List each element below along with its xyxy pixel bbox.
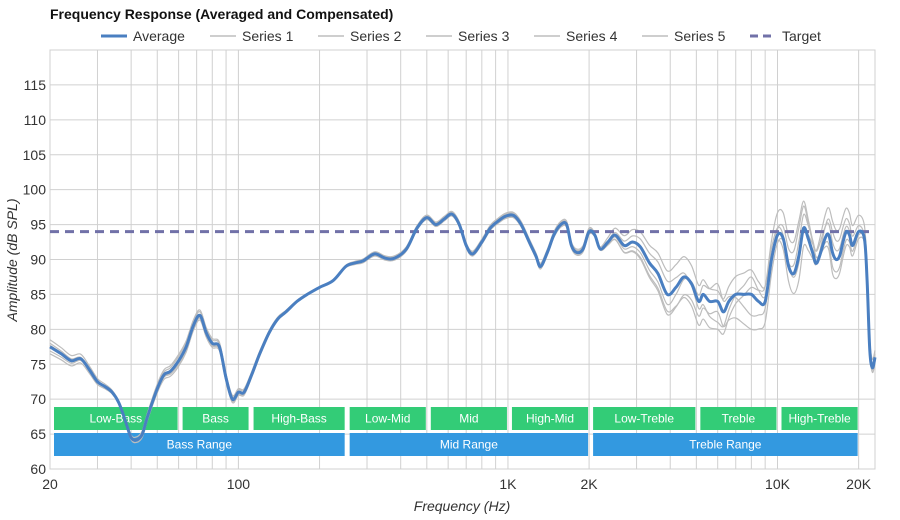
band-label: Mid xyxy=(459,412,478,426)
legend-label: Series 2 xyxy=(350,28,402,44)
legend-label: Target xyxy=(782,28,821,44)
band-label: Mid Range xyxy=(440,438,498,452)
band-label: Low-Treble xyxy=(614,412,674,426)
band-bass xyxy=(182,407,249,430)
y-tick-label: 100 xyxy=(23,182,47,198)
band-mid-range xyxy=(349,433,589,456)
band-label: Treble xyxy=(722,412,756,426)
legend-item-target: Target xyxy=(750,28,821,44)
frequency-bands: Low-Bass Bass High-Bass Low-Mid Mid High-Mid L… xyxy=(54,407,858,456)
band-label: High-Treble xyxy=(788,412,851,426)
legend-label: Series 5 xyxy=(674,28,726,44)
legend-label: Series 4 xyxy=(566,28,618,44)
legend-item-series-2: Series 2 xyxy=(318,28,402,44)
average-curve xyxy=(49,212,877,442)
legend-item-series-3: Series 3 xyxy=(426,28,510,44)
x-tick-label: 100 xyxy=(227,476,251,492)
plot-border xyxy=(49,49,876,470)
legend-label: Series 1 xyxy=(242,28,294,44)
x-tick-label: 10K xyxy=(765,476,791,492)
band-label: High-Mid xyxy=(526,412,574,426)
band-label: Low-Mid xyxy=(365,412,410,426)
y-tick-label: 70 xyxy=(30,391,46,407)
y-tick-label: 60 xyxy=(30,461,46,477)
y-tick-label: 95 xyxy=(30,217,46,233)
y-tick-label: 90 xyxy=(30,252,46,268)
band-high-bass xyxy=(253,407,345,430)
band-label: Bass xyxy=(202,412,229,426)
x-tick-label: 20K xyxy=(846,476,872,492)
legend-item-series-1: Series 1 xyxy=(210,28,294,44)
x-tick-label: 20 xyxy=(42,476,58,492)
chart-title: Frequency Response (Averaged and Compens… xyxy=(50,6,393,22)
band-mid xyxy=(430,407,507,430)
band-label: Low-Bass xyxy=(89,412,142,426)
legend-label: Series 3 xyxy=(458,28,510,44)
y-axis-title: Amplitude (dB SPL) xyxy=(4,199,20,323)
band-low-mid xyxy=(349,407,426,430)
y-tick-label: 105 xyxy=(23,147,47,163)
band-high-mid xyxy=(511,407,589,430)
band-low-treble xyxy=(593,407,696,430)
legend-item-series-5: Series 5 xyxy=(642,28,726,44)
average-line xyxy=(49,212,877,442)
band-label: Treble Range xyxy=(689,438,762,452)
y-tick-label: 115 xyxy=(24,77,47,93)
x-tick-label: 1K xyxy=(499,476,517,492)
y-tick-label: 65 xyxy=(30,426,46,442)
y-tick-label: 80 xyxy=(30,321,46,337)
band-bass-range xyxy=(54,433,345,456)
y-tick-label: 75 xyxy=(30,356,46,372)
x-tick-label: 2K xyxy=(581,476,599,492)
x-axis-title: Frequency (Hz) xyxy=(414,498,510,514)
band-treble-range xyxy=(593,433,858,456)
legend: Average Series 1 Series 2 Series 3 Series 4 S… xyxy=(101,28,821,44)
legend-item-average: Average xyxy=(101,28,185,44)
y-axis-ticks: 60 65 70 75 80 85 90 95 100 105 110 115 xyxy=(23,77,47,477)
band-label: Bass Range xyxy=(167,438,233,452)
legend-item-series-4: Series 4 xyxy=(534,28,618,44)
y-tick-label: 110 xyxy=(24,112,47,128)
band-high-treble xyxy=(781,407,858,430)
x-axis-ticks: 20 100 1K 2K 10K 20K xyxy=(42,476,872,492)
legend-label: Average xyxy=(133,28,185,44)
y-tick-label: 85 xyxy=(30,286,46,302)
grid xyxy=(49,49,876,470)
band-label: High-Bass xyxy=(271,412,326,426)
band-treble xyxy=(700,407,777,430)
